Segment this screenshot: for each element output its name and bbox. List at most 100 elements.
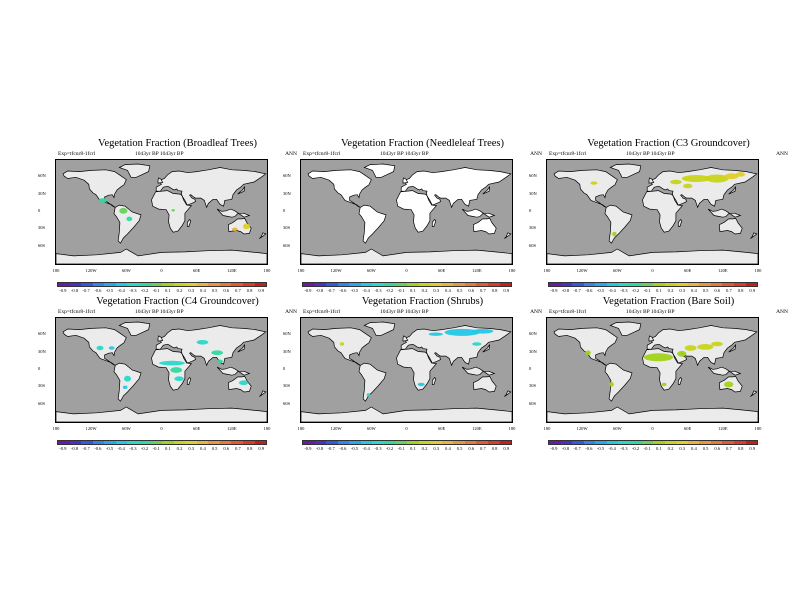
land-new-zealand: [504, 390, 512, 397]
latitude-tick-label: 0: [283, 366, 286, 371]
land-japan: [482, 344, 491, 353]
colorbar-tick-label: 0.1: [410, 288, 416, 293]
colorbar-swatch: [488, 441, 500, 444]
colorbar-swatch: [115, 283, 128, 286]
colorbar-tick-label: -0.2: [140, 288, 149, 293]
panel-title: Vegetation Fraction (C4 Groundcover): [96, 296, 259, 307]
colorbar-swatch: [372, 283, 384, 286]
vegetation-patch: [683, 183, 693, 189]
colorbar-tick-label: -0.8: [561, 446, 570, 451]
vegetation-patch: [243, 223, 250, 230]
colorbar-tick-label: -0.7: [327, 288, 335, 293]
land-madagascar: [186, 376, 192, 385]
experiment-label: Exp=tfcnr8-1fcrl: [303, 309, 341, 315]
longitude-tick-label: 120W: [85, 268, 97, 273]
colorbar-swatch: [734, 283, 746, 286]
colorbar-swatch: [618, 441, 630, 444]
season-label: ANN: [530, 151, 542, 157]
vegetation-patch: [585, 350, 591, 355]
vegetation-patch: [724, 381, 734, 388]
colorbar-swatch: [653, 283, 665, 286]
colorbar-swatch: [745, 441, 758, 444]
longitude-tick-label: 60W: [121, 268, 131, 273]
latitude-tick-label: 60N: [529, 173, 537, 179]
land-africa: [151, 190, 193, 233]
longitude-tick-label: 60E: [438, 426, 446, 431]
land-greenland: [363, 321, 396, 336]
colorbar-swatch: [231, 283, 243, 286]
period-label: 1043yr BP 1043yr BP: [380, 309, 429, 315]
colorbar-tick-label: 0.6: [468, 288, 475, 293]
colorbar-swatch: [185, 441, 197, 444]
land-new-zealand: [750, 390, 758, 397]
longitude-tick-label: 0: [160, 426, 163, 431]
vegetation-patch: [339, 342, 345, 346]
vegetation-patch: [217, 359, 224, 363]
colorbar-tick-label: -0.9: [550, 288, 558, 293]
longitude-tick-label: 120E: [718, 426, 728, 431]
panel-title: Vegetation Fraction (Needleleaf Trees): [341, 138, 504, 149]
colorbar-swatch: [196, 283, 209, 286]
latitude-tick-label: 30N: [38, 190, 46, 196]
colorbar-tick-label: 0.6: [223, 288, 230, 293]
colorbar-tick-label: -0.3: [374, 288, 382, 293]
colorbar-swatch: [314, 283, 327, 286]
experiment-label: Exp=tfcnr8-1fcrl: [58, 309, 96, 315]
colorbar-tick-label: 0.1: [656, 446, 662, 451]
colorbar-swatch: [441, 441, 454, 444]
colorbar-swatch: [395, 441, 408, 444]
vegetation-patch: [697, 344, 714, 350]
colorbar: [548, 282, 758, 287]
colorbar-tick-label: 0.9: [503, 446, 510, 451]
map: [300, 159, 513, 265]
colorbar-swatch: [629, 283, 642, 286]
colorbar-swatch: [549, 283, 561, 286]
vegetation-patch: [108, 346, 115, 350]
world-map: [547, 321, 758, 422]
colorbar-tick-label: -0.9: [59, 446, 67, 451]
colorbar-tick-label: 0.8: [737, 288, 744, 293]
colorbar-tick-label: -0.6: [339, 446, 347, 451]
colorbar-tick-label: -0.8: [70, 288, 79, 293]
land-madagascar: [431, 218, 437, 227]
colorbar-swatch: [349, 441, 361, 444]
latitude-tick-label: 30N: [529, 190, 537, 196]
period-label: 1043yr BP 1043yr BP: [626, 309, 675, 315]
longitude-tick-label: 60W: [366, 426, 376, 431]
colorbar-swatch: [687, 283, 700, 286]
land-greenland: [363, 163, 396, 178]
land-japan: [482, 186, 491, 195]
longitude-tick-label: 120W: [576, 426, 588, 431]
season-label: ANN: [776, 151, 788, 157]
colorbar-tick-label: 0.3: [433, 446, 440, 451]
vegetation-patch: [609, 382, 614, 387]
colorbar-tick-label: -0.2: [631, 446, 640, 451]
vegetation-patch: [174, 376, 184, 381]
land-north-america: [62, 327, 127, 366]
colorbar-swatch: [150, 283, 163, 286]
land-uk: [648, 177, 655, 184]
colorbar-swatch: [441, 283, 454, 286]
colorbar-tick-label: -0.7: [327, 446, 335, 451]
colorbar-tick-label: 0.7: [726, 446, 732, 451]
colorbar-swatch: [722, 283, 734, 286]
longitude-tick-label: 120W: [85, 426, 97, 431]
map-panel-c3-groundcover: Vegetation Fraction (C3 Groundcover) Exp…: [529, 138, 791, 298]
panel-title: Vegetation Fraction (Broadleaf Trees): [98, 138, 257, 149]
colorbar-tick-label: -0.6: [339, 288, 347, 293]
colorbar-tick-label: -0.4: [117, 288, 125, 293]
land-indonesia: [707, 366, 742, 376]
vegetation-patch: [677, 350, 687, 357]
colorbar-tick-label: -0.5: [105, 288, 114, 293]
colorbar-swatch: [326, 283, 338, 286]
longitude-tick-label: 60W: [121, 426, 131, 431]
land-north-america: [553, 327, 618, 366]
colorbar-labels: -0.9 -0.8 -0.7 -0.6 -0.5 -0.4 -0.3 -0.2 -0.1 0.1 0…: [57, 288, 267, 293]
latitude-tick-label: 0: [529, 366, 532, 371]
colorbar-swatch: [58, 283, 70, 286]
colorbar-swatch: [254, 441, 267, 444]
colorbar-tick-label: -0.7: [82, 288, 90, 293]
land-eurasia: [400, 325, 512, 367]
colorbar-swatch: [231, 441, 243, 444]
longitude-tick-label: 60W: [366, 268, 376, 273]
